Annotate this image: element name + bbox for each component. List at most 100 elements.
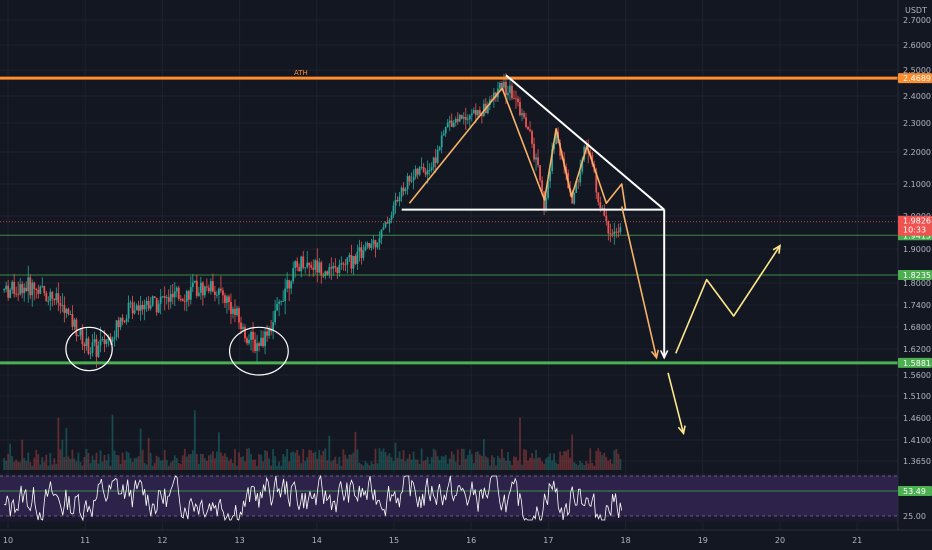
volume-bar <box>488 465 491 470</box>
candle-body <box>547 181 549 198</box>
projection-orange-line[interactable] <box>620 206 658 358</box>
candle-body <box>579 171 582 183</box>
level-price-tag: 2.4689 <box>903 74 931 83</box>
time-tick-label: 10 <box>3 536 13 545</box>
highlight-circle[interactable] <box>65 326 113 372</box>
volume-bar <box>450 451 453 470</box>
projection-bullish-line[interactable] <box>675 245 781 354</box>
candle-body <box>73 319 76 327</box>
arrow-head-bullish <box>772 244 782 254</box>
volume-bar <box>61 439 64 470</box>
candle-body <box>3 289 6 291</box>
volume-bar <box>87 452 90 470</box>
candle-body <box>436 149 439 163</box>
candle-body <box>358 247 361 252</box>
volume-bar <box>352 452 355 470</box>
highlight-circle[interactable] <box>228 326 289 376</box>
candle-body <box>509 85 511 93</box>
candle-body <box>262 337 264 347</box>
volume-bar <box>304 461 307 470</box>
level-price-tag-bg <box>898 270 932 281</box>
candle-body <box>603 208 606 216</box>
time-tick-label: 20 <box>775 536 785 545</box>
volume-bar <box>59 449 62 470</box>
candle-body <box>7 285 10 298</box>
volume-bar <box>388 453 391 470</box>
volume-bar <box>513 456 515 470</box>
triangle-top-line[interactable] <box>505 74 665 211</box>
candle-body <box>211 281 214 292</box>
volume-bar <box>13 461 16 470</box>
candle-body <box>344 264 347 266</box>
volume-bar <box>224 453 226 470</box>
horizontal-levels[interactable]: ATH <box>0 69 898 365</box>
candle-body <box>195 280 198 296</box>
candle-body <box>282 301 285 302</box>
candle-body <box>125 318 128 322</box>
volume-bar <box>472 463 475 470</box>
zigzag-line[interactable] <box>408 87 627 210</box>
volume-bar <box>252 459 254 470</box>
volume-bar <box>181 455 184 470</box>
candle-body <box>523 113 525 118</box>
volume-bar <box>11 456 14 470</box>
candle-body <box>47 300 50 302</box>
volume-bar <box>203 458 206 470</box>
volume-bar <box>436 456 439 470</box>
volume-bar <box>340 465 343 470</box>
candle-body <box>13 281 16 294</box>
drawings[interactable] <box>65 74 782 436</box>
candle-body <box>258 343 260 346</box>
volume-bar <box>171 460 174 470</box>
volume-bar <box>159 460 162 470</box>
volume-bar <box>222 455 224 470</box>
volume-bar <box>45 454 48 470</box>
candle-body <box>220 288 222 291</box>
candle-body <box>310 265 313 268</box>
candle-body <box>71 314 74 327</box>
volume-bar <box>125 451 128 470</box>
candle-body <box>505 81 507 96</box>
volume-bar <box>236 465 238 470</box>
volume-bar <box>226 456 228 470</box>
candle-body <box>370 243 373 248</box>
candle-body <box>77 335 80 337</box>
candle-body <box>9 289 12 298</box>
volume-bar <box>372 463 375 470</box>
price-tick-label: 1.5100 <box>903 392 931 401</box>
candle-body <box>462 116 465 119</box>
candle-body <box>446 122 449 128</box>
candle-body <box>35 289 38 291</box>
volume-bar <box>458 464 461 470</box>
volume-bar <box>525 449 527 470</box>
volume-bar <box>276 465 279 470</box>
candle-body <box>368 243 371 248</box>
candle-body <box>127 302 130 319</box>
volume-bar <box>91 455 94 470</box>
volume-bar <box>73 458 76 470</box>
volume-bar <box>282 453 285 470</box>
projection-bearish-line[interactable] <box>667 372 685 434</box>
candle-body <box>213 291 216 296</box>
volume-bar <box>254 459 256 470</box>
volume-bar <box>109 465 112 470</box>
price-tick-label: 1.6800 <box>903 323 931 332</box>
candle-body <box>191 282 194 288</box>
volume-bar <box>336 463 339 470</box>
candle-body <box>384 222 387 228</box>
time-axis[interactable]: 10 11 12 13 14 15 16 17 18 19 20 21 <box>0 529 932 550</box>
volume-bar <box>480 455 483 470</box>
candle-body <box>147 300 150 309</box>
candle-body <box>137 305 140 311</box>
time-tick-label: 14 <box>312 536 322 545</box>
volume-bar <box>324 448 327 470</box>
candle-body <box>571 192 574 204</box>
candle-body <box>330 267 333 269</box>
volume-bar <box>278 461 281 470</box>
countdown-label: 10:33 <box>903 226 926 235</box>
volume-bar <box>386 455 389 470</box>
candle-body <box>248 339 250 344</box>
candle-body <box>456 118 459 122</box>
